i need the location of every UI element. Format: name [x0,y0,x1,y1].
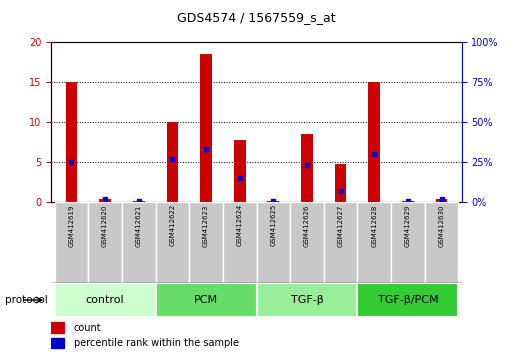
Bar [223,202,256,283]
Bar [436,199,447,202]
Bar [88,202,122,283]
Text: PCM: PCM [194,295,218,305]
Bar [256,202,290,283]
Bar [189,202,223,283]
Text: percentile rank within the sample: percentile rank within the sample [74,338,239,348]
Text: TGF-β: TGF-β [290,295,323,305]
Text: GDS4574 / 1567559_s_at: GDS4574 / 1567559_s_at [177,11,336,24]
Bar [155,202,189,283]
Text: GSM412626: GSM412626 [304,204,310,247]
Text: control: control [86,295,125,305]
Bar [133,201,145,202]
Bar [122,202,155,283]
Text: GSM412624: GSM412624 [236,204,243,246]
Bar [55,202,88,283]
Bar [51,338,65,348]
Bar [55,283,155,317]
Bar [290,202,324,283]
Bar [234,140,246,202]
Text: GSM412628: GSM412628 [371,204,377,247]
Text: GSM412629: GSM412629 [405,204,411,247]
Bar [358,283,458,317]
Bar [200,55,212,202]
Bar [167,122,179,202]
Text: count: count [74,322,102,333]
Text: GSM412620: GSM412620 [102,204,108,247]
Bar [334,164,346,202]
Text: GSM412619: GSM412619 [68,204,74,247]
Bar [301,134,313,202]
Bar [256,283,358,317]
Text: GSM412627: GSM412627 [338,204,344,247]
Bar [324,202,358,283]
Text: GSM412625: GSM412625 [270,204,277,246]
Bar [267,201,279,202]
Bar [358,202,391,283]
Text: GSM412621: GSM412621 [136,204,142,247]
Text: TGF-β/PCM: TGF-β/PCM [378,295,438,305]
Bar [402,201,414,202]
Text: GSM412630: GSM412630 [439,204,445,247]
Bar [425,202,458,283]
Bar [51,322,65,333]
Bar [391,202,425,283]
Text: GSM412623: GSM412623 [203,204,209,247]
Bar [155,283,256,317]
Bar [66,82,77,202]
Bar [99,199,111,202]
Bar [368,82,380,202]
Text: GSM412622: GSM412622 [169,204,175,246]
Text: protocol: protocol [5,295,48,305]
